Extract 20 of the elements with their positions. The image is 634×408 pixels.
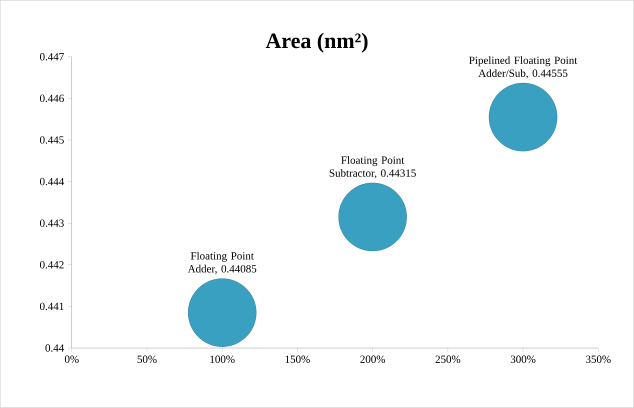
y-tick-label: 0.44 (45, 344, 64, 352)
x-tick-label: 300% (510, 356, 536, 364)
x-tick-label: 150% (286, 356, 310, 364)
y-tick-label: 0.442 (40, 261, 64, 269)
x-tick-label: 100% (210, 356, 235, 364)
y-tick-label: 0.444 (40, 178, 64, 186)
chart-title: Area (nm²) (266, 32, 368, 53)
x-tick-label: 50% (138, 356, 157, 364)
y-tick-label: 0.441 (40, 302, 64, 310)
x-tick-label: 350% (586, 356, 611, 364)
y-tick-label: 0.445 (40, 136, 64, 144)
y-tick-label: 0.447 (40, 53, 64, 61)
data-label: Pipelined Floating Point Adder/Sub, 0.44555 (469, 56, 578, 79)
data-label: Floating Point Adder, 0.44085 (188, 252, 256, 274)
x-tick-label: 250% (436, 356, 460, 364)
y-tick-label: 0.446 (40, 94, 64, 102)
x-tick-label: 0% (64, 356, 79, 364)
x-tick-label: 200% (360, 356, 386, 364)
y-tick-label: 0.443 (40, 220, 64, 228)
data-label: Floating Point Subtractor, 0.44315 (330, 156, 416, 178)
